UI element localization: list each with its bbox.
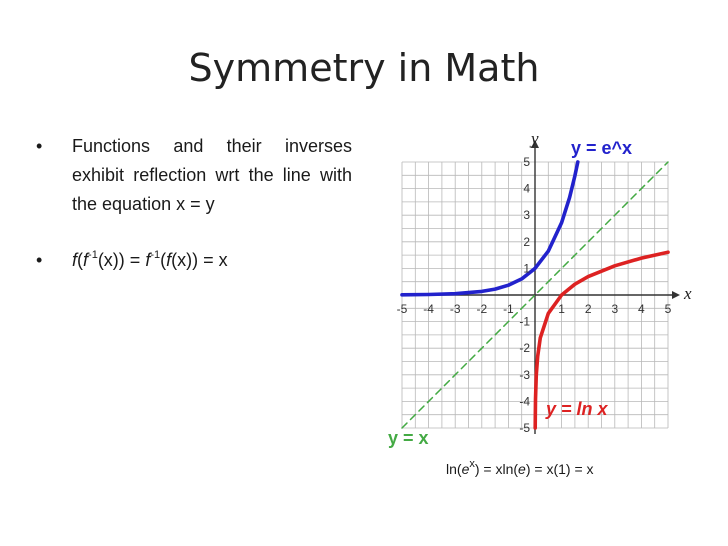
bullet-text-1: Functions and their inverses exhibit ref… <box>72 136 352 214</box>
series-label-2: y = ln x <box>545 399 609 419</box>
x-tick-label: -2 <box>476 302 487 316</box>
bullet-list: • Functions and their inverses exhibit r… <box>36 132 352 275</box>
x-tick-label: 2 <box>585 302 592 316</box>
y-axis-label: y <box>529 129 539 148</box>
bullet-dot-icon: • <box>36 136 43 156</box>
series-label-1: y = e^x <box>571 138 632 158</box>
bullet-dot-icon: • <box>36 250 43 270</box>
series-label-3: y = x <box>388 428 429 448</box>
y-tick-label: 5 <box>523 155 530 169</box>
slide-title: Symmetry in Math <box>188 46 540 90</box>
y-tick-label: -5 <box>519 421 530 435</box>
log-identity-caption: ln(ex) = xln(e) = x(1) = x <box>446 458 594 477</box>
y-tick-label: 3 <box>523 208 530 222</box>
x-tick-label: -3 <box>450 302 461 316</box>
series-line-3 <box>401 161 669 429</box>
y-tick-label: -3 <box>519 368 530 382</box>
x-tick-label: 1 <box>558 302 565 316</box>
x-tick-label: -5 <box>397 302 408 316</box>
y-tick-label: -1 <box>519 315 530 329</box>
y-tick-label: 1 <box>523 261 530 275</box>
y-tick-label: 2 <box>523 235 530 249</box>
series-line-1 <box>400 160 580 297</box>
bullet-item-1: • Functions and their inverses exhibit r… <box>36 132 352 219</box>
bullet-item-2: • f(f-1(x)) = f-1(f(x)) = x <box>36 246 352 275</box>
y-tick-label: -2 <box>519 341 530 355</box>
x-tick-label: 4 <box>638 302 645 316</box>
function-graph: -5 -4 -3 -2 -1 1 2 3 4 5 5 4 3 2 1 -1 -2 -3 -4 -5 x y y = e^x… <box>388 129 692 448</box>
x-axis-arrow-icon <box>672 291 680 299</box>
series-line-2 <box>533 250 670 430</box>
y-tick-label: -4 <box>519 394 530 408</box>
x-tick-label: 3 <box>611 302 618 316</box>
inverse-identity-formula: f(f-1(x)) = f-1(f(x)) = x <box>72 249 228 271</box>
x-tick-label: 5 <box>665 302 672 316</box>
x-tick-label: -1 <box>503 302 514 316</box>
y-tick-label: 4 <box>523 182 530 196</box>
x-tick-label: -4 <box>423 302 434 316</box>
x-axis-label: x <box>683 284 692 303</box>
y-axis-arrow-icon <box>531 140 539 148</box>
